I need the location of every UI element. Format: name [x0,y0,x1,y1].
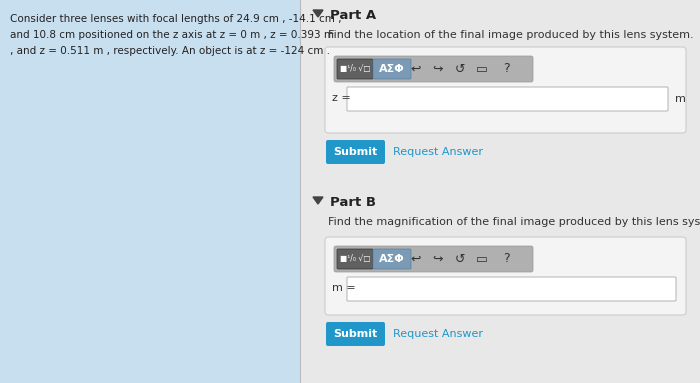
FancyBboxPatch shape [334,246,533,272]
Text: Request Answer: Request Answer [393,329,483,339]
FancyBboxPatch shape [347,87,668,111]
FancyBboxPatch shape [326,322,385,346]
Text: ↺: ↺ [455,62,466,75]
Text: ΑΣΦ: ΑΣΦ [379,254,405,264]
Text: ?: ? [503,62,510,75]
FancyBboxPatch shape [325,237,686,315]
Bar [300,0,700,383]
Text: and 10.8 cm positioned on the z axis at z = 0 m , z = 0.393 m: and 10.8 cm positioned on the z axis at … [10,30,334,40]
FancyBboxPatch shape [337,249,373,269]
Text: ↪: ↪ [433,62,443,75]
FancyBboxPatch shape [373,249,411,269]
FancyBboxPatch shape [325,47,686,133]
Bar [0,0,300,383]
Text: m: m [675,94,686,104]
Text: ↩: ↩ [411,62,421,75]
FancyBboxPatch shape [334,56,533,82]
Text: m =: m = [332,283,356,293]
Text: z =: z = [332,93,351,103]
Text: Part A: Part A [330,9,376,22]
Text: ■¹/₀ √□: ■¹/₀ √□ [340,254,370,264]
Text: ↩: ↩ [411,252,421,265]
Text: Consider three lenses with focal lengths of 24.9 cm , -14.1 cm ,: Consider three lenses with focal lengths… [10,14,342,24]
Text: ▭: ▭ [476,252,488,265]
Text: ↪: ↪ [433,252,443,265]
Text: , and z = 0.511 m , respectively. An object is at z = -124 cm .: , and z = 0.511 m , respectively. An obj… [10,46,330,56]
Text: ▭: ▭ [476,62,488,75]
Text: ΑΣΦ: ΑΣΦ [379,64,405,74]
Polygon shape [313,197,323,204]
Text: ?: ? [503,252,510,265]
Text: ■¹/₀ √□: ■¹/₀ √□ [340,64,370,74]
Polygon shape [313,10,323,17]
Text: Find the magnification of the final image produced by this lens system.: Find the magnification of the final imag… [328,217,700,227]
Text: Part B: Part B [330,196,376,209]
FancyBboxPatch shape [337,59,373,79]
Text: Find the location of the final image produced by this lens system.: Find the location of the final image pro… [328,30,694,40]
Text: ↺: ↺ [455,252,466,265]
FancyBboxPatch shape [326,140,385,164]
Text: Request Answer: Request Answer [393,147,483,157]
FancyBboxPatch shape [373,59,411,79]
FancyBboxPatch shape [347,277,676,301]
Text: Submit: Submit [333,329,377,339]
Text: Submit: Submit [333,147,377,157]
